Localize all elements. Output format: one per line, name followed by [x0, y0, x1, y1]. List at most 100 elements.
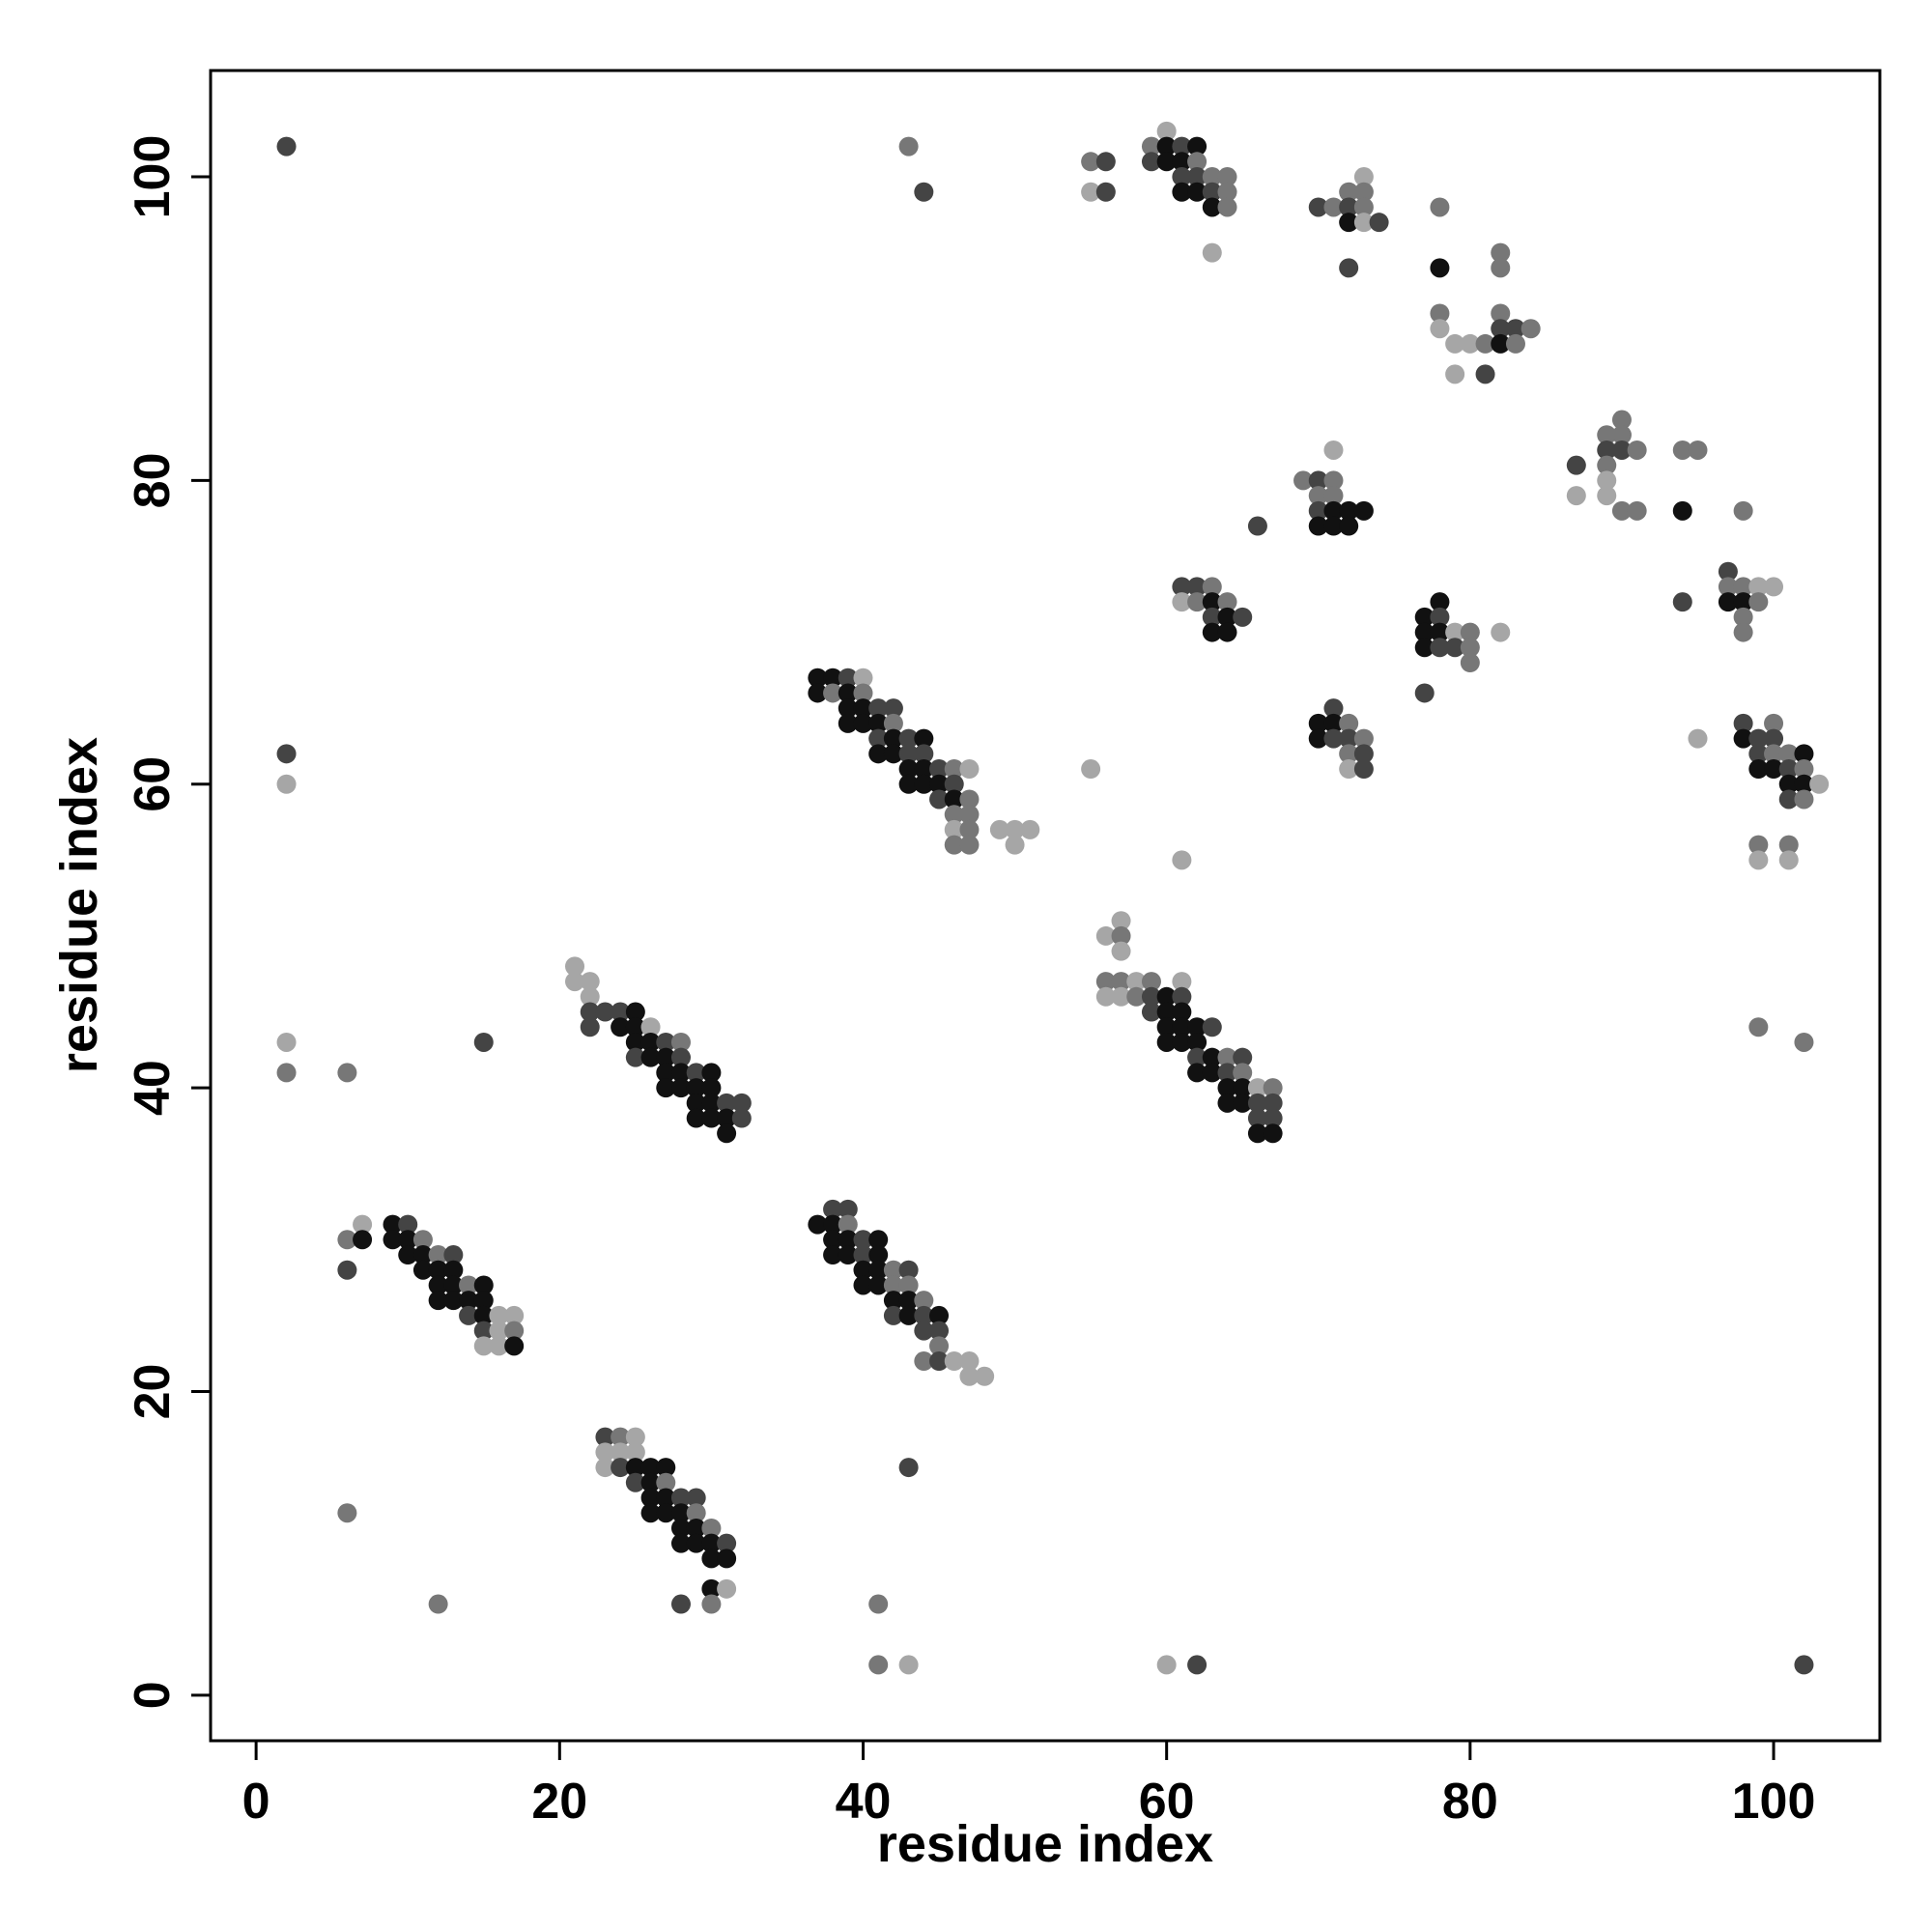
contact-point — [412, 1245, 433, 1265]
contact-point — [1263, 1078, 1283, 1098]
contact-point — [1491, 319, 1511, 339]
contact-point — [989, 819, 1009, 839]
contact-point — [337, 1063, 357, 1083]
contact-point — [1672, 592, 1692, 612]
contact-point — [1353, 213, 1374, 233]
contact-point — [868, 713, 889, 733]
contact-point — [838, 1214, 858, 1235]
contact-point — [929, 774, 950, 794]
contact-point — [383, 1230, 403, 1250]
contact-point — [944, 805, 964, 825]
contact-point — [670, 1078, 691, 1098]
contact-point — [1095, 182, 1116, 202]
contact-point — [1597, 470, 1617, 491]
contact-point — [944, 819, 964, 839]
contact-point — [914, 759, 934, 780]
contact-point — [1748, 835, 1769, 855]
contact-point — [883, 713, 903, 733]
contact-point — [1202, 592, 1222, 612]
contact-point — [898, 1305, 919, 1325]
contact-point — [1247, 1123, 1267, 1144]
contact-point — [1460, 333, 1480, 354]
contact-point — [1323, 500, 1344, 521]
contact-point — [640, 1488, 661, 1508]
contact-point — [1172, 1032, 1192, 1052]
contact-point — [670, 1488, 691, 1508]
contact-point — [868, 1260, 889, 1280]
contact-point — [1308, 516, 1328, 536]
contact-point — [473, 1336, 494, 1356]
contact-point — [1156, 1002, 1177, 1022]
contact-point — [1172, 592, 1192, 612]
contact-point — [1202, 182, 1222, 202]
contact-point — [1339, 182, 1359, 202]
contact-point — [625, 1017, 645, 1037]
contact-point — [975, 1366, 995, 1386]
contact-point — [959, 759, 980, 780]
contact-point — [1233, 1078, 1253, 1098]
contact-point — [1323, 728, 1344, 749]
contact-point — [625, 1047, 645, 1067]
x-tick-label: 80 — [1442, 1774, 1498, 1830]
contact-point — [1172, 972, 1192, 992]
contact-point — [1247, 1093, 1267, 1113]
contact-point — [1172, 1002, 1192, 1022]
contact-point — [443, 1275, 464, 1295]
contact-point — [337, 1230, 357, 1250]
contact-point — [1141, 136, 1161, 156]
contact-point — [1308, 713, 1328, 733]
y-axis-label: residue index — [50, 737, 108, 1073]
contact-point — [428, 1260, 448, 1280]
contact-point — [1430, 197, 1450, 217]
contact-point — [838, 1245, 858, 1265]
contact-point — [914, 1305, 934, 1325]
contact-point — [1141, 152, 1161, 172]
contact-point — [1794, 759, 1814, 780]
contact-point — [1156, 136, 1177, 156]
contact-point — [1353, 167, 1374, 187]
scatter-points — [276, 121, 1830, 1675]
contact-point — [1688, 728, 1708, 749]
contact-point — [838, 713, 858, 733]
contact-point — [1475, 364, 1495, 384]
contact-point — [1353, 744, 1374, 764]
contact-point — [717, 1533, 737, 1553]
contact-point — [398, 1230, 418, 1250]
contact-point — [944, 774, 964, 794]
contact-point — [1718, 577, 1738, 597]
contact-point — [656, 1032, 676, 1052]
contact-point — [1491, 622, 1511, 642]
contact-point — [1172, 986, 1192, 1007]
contact-point — [717, 1548, 737, 1569]
contact-point — [686, 1078, 706, 1098]
contact-point — [1611, 425, 1632, 445]
contact-point — [656, 1472, 676, 1492]
contact-point — [580, 1017, 600, 1037]
contact-point — [1794, 774, 1814, 794]
contact-point — [838, 1230, 858, 1250]
contact-point — [1733, 728, 1753, 749]
contact-point — [1733, 500, 1753, 521]
contact-point — [1172, 167, 1192, 187]
contact-point — [1611, 440, 1632, 460]
contact-point — [1764, 577, 1784, 597]
contact-point — [686, 1488, 706, 1508]
contact-point — [1627, 440, 1647, 460]
contact-point — [1308, 470, 1328, 491]
contact-point — [670, 1063, 691, 1083]
contact-point — [1217, 197, 1237, 217]
contact-point — [1217, 592, 1237, 612]
contact-point — [611, 1427, 631, 1447]
contact-point — [1095, 152, 1116, 172]
contact-point — [1430, 592, 1450, 612]
contact-point — [823, 1230, 843, 1250]
contact-point — [595, 1427, 615, 1447]
x-tick-label: 0 — [242, 1774, 270, 1830]
contact-point — [580, 972, 600, 992]
contact-point — [1141, 1002, 1161, 1022]
contact-point — [670, 1518, 691, 1538]
contact-point — [929, 1351, 950, 1372]
contact-point — [504, 1305, 525, 1325]
contact-point — [1323, 486, 1344, 506]
